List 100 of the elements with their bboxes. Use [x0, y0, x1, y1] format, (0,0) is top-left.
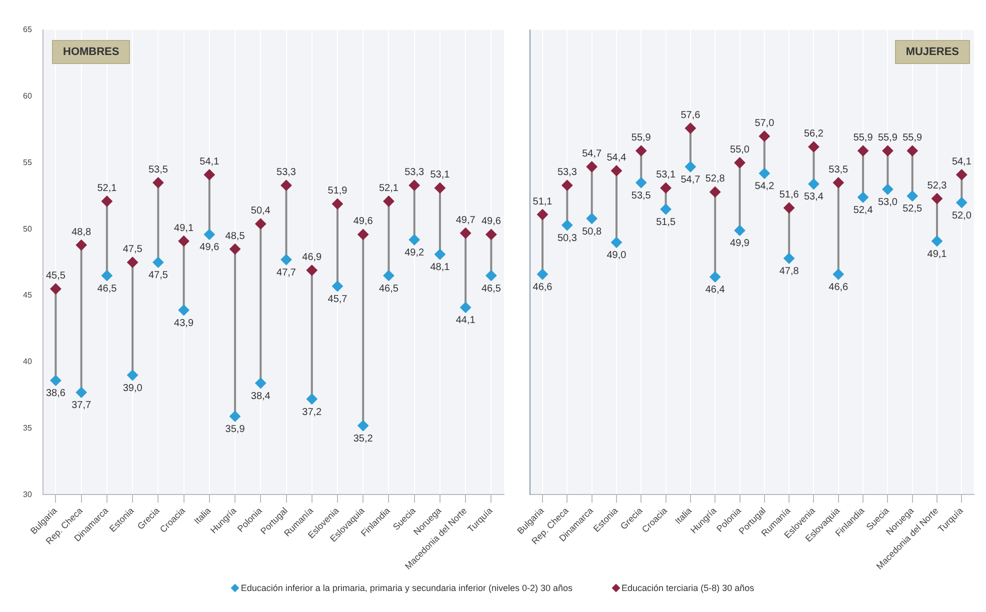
point	[101, 270, 112, 282]
y-tick-label: 50	[22, 224, 32, 234]
data-label: 35,2	[353, 433, 374, 444]
data-label: 38,6	[46, 388, 66, 400]
point	[882, 145, 894, 156]
data-label: 37,7	[72, 400, 92, 412]
point	[734, 157, 746, 168]
point	[734, 224, 746, 236]
data-label: 53,1	[430, 170, 450, 181]
point	[408, 234, 420, 246]
point	[808, 178, 820, 190]
data-label: 51,9	[328, 186, 348, 197]
data-label: 46,4	[705, 284, 726, 296]
point	[358, 420, 369, 432]
data-label: 49,2	[404, 248, 425, 258]
point	[882, 184, 894, 195]
point	[562, 220, 573, 231]
text: MUJERES	[894, 40, 970, 64]
point	[152, 256, 164, 268]
data-label: 35,9	[225, 424, 246, 436]
point	[460, 228, 472, 239]
point	[255, 218, 266, 230]
data-label: 48,8	[72, 226, 92, 238]
point	[460, 302, 472, 313]
data-label: 38,4	[250, 390, 271, 402]
data-label: 53,5	[148, 164, 168, 176]
data-label: 49,9	[730, 238, 750, 250]
data-label: 53,3	[404, 167, 425, 178]
point	[50, 283, 62, 294]
data-label: 50,8	[582, 226, 602, 238]
data-label: 43,9	[174, 318, 194, 329]
data-label: 44,1	[456, 315, 476, 326]
point	[832, 268, 844, 280]
point	[306, 394, 318, 405]
data-label: 48,1	[430, 262, 450, 274]
data-label: 53,0	[878, 197, 898, 208]
data-label: 52,1	[97, 183, 118, 194]
point	[486, 228, 497, 240]
point	[204, 228, 215, 240]
point	[758, 168, 770, 179]
point	[152, 177, 164, 188]
data-label: 49,6	[353, 216, 374, 228]
point	[178, 304, 190, 316]
point	[127, 370, 138, 381]
data-label: 47,5	[148, 270, 168, 282]
data-label: 45,7	[328, 294, 348, 305]
data-label: 47,5	[122, 244, 143, 256]
legend-label: Educación inferior a la primaria, primaria y secundaria inferior (niveles 0-2) 30 años	[240, 583, 573, 593]
point	[537, 268, 548, 280]
point	[610, 165, 622, 176]
point	[660, 182, 672, 194]
point	[710, 186, 721, 198]
data-label: 53,5	[631, 190, 652, 202]
data-label: 54,7	[680, 174, 701, 186]
text: HOMBRES	[52, 40, 130, 64]
point	[636, 145, 647, 156]
data-label: 49,7	[456, 214, 476, 226]
point	[832, 177, 844, 188]
data-label: 53,5	[828, 164, 849, 176]
data-label: 53,3	[276, 167, 296, 178]
point	[562, 180, 573, 191]
point	[956, 169, 968, 180]
point	[204, 169, 215, 180]
point	[684, 161, 696, 172]
data-label: 53,3	[557, 167, 578, 178]
point	[76, 386, 87, 398]
data-label: 47,8	[779, 266, 800, 278]
y-tick-label: 55	[22, 158, 32, 167]
point	[808, 141, 820, 152]
point	[178, 236, 190, 247]
point	[932, 236, 943, 247]
data-label: 52,1	[378, 183, 399, 194]
point	[255, 378, 266, 389]
data-label: 52,0	[952, 210, 972, 222]
y-tick-label: 65	[22, 25, 32, 34]
data-label: 46,6	[828, 282, 849, 294]
point	[127, 256, 138, 268]
point	[332, 280, 343, 292]
data-label: 51,1	[532, 196, 553, 208]
data-label: 49,0	[606, 250, 627, 262]
point	[784, 252, 795, 264]
data-label: 54,4	[606, 152, 627, 164]
point	[306, 264, 318, 276]
data-label: 50,3	[557, 232, 578, 244]
data-label: 57,6	[680, 110, 701, 121]
point	[280, 254, 292, 266]
point	[784, 202, 795, 214]
point	[486, 270, 497, 282]
data-label: 46,5	[378, 283, 399, 294]
point	[660, 204, 672, 215]
point	[230, 244, 241, 255]
point	[383, 196, 394, 207]
point	[586, 213, 598, 224]
data-label: 49,6	[481, 216, 502, 228]
point	[586, 161, 598, 172]
point	[101, 196, 112, 207]
y-tick-label: 45	[22, 290, 32, 300]
y-tick-label: 30	[22, 490, 32, 499]
data-label: 57,0	[754, 118, 775, 129]
point	[636, 177, 647, 188]
